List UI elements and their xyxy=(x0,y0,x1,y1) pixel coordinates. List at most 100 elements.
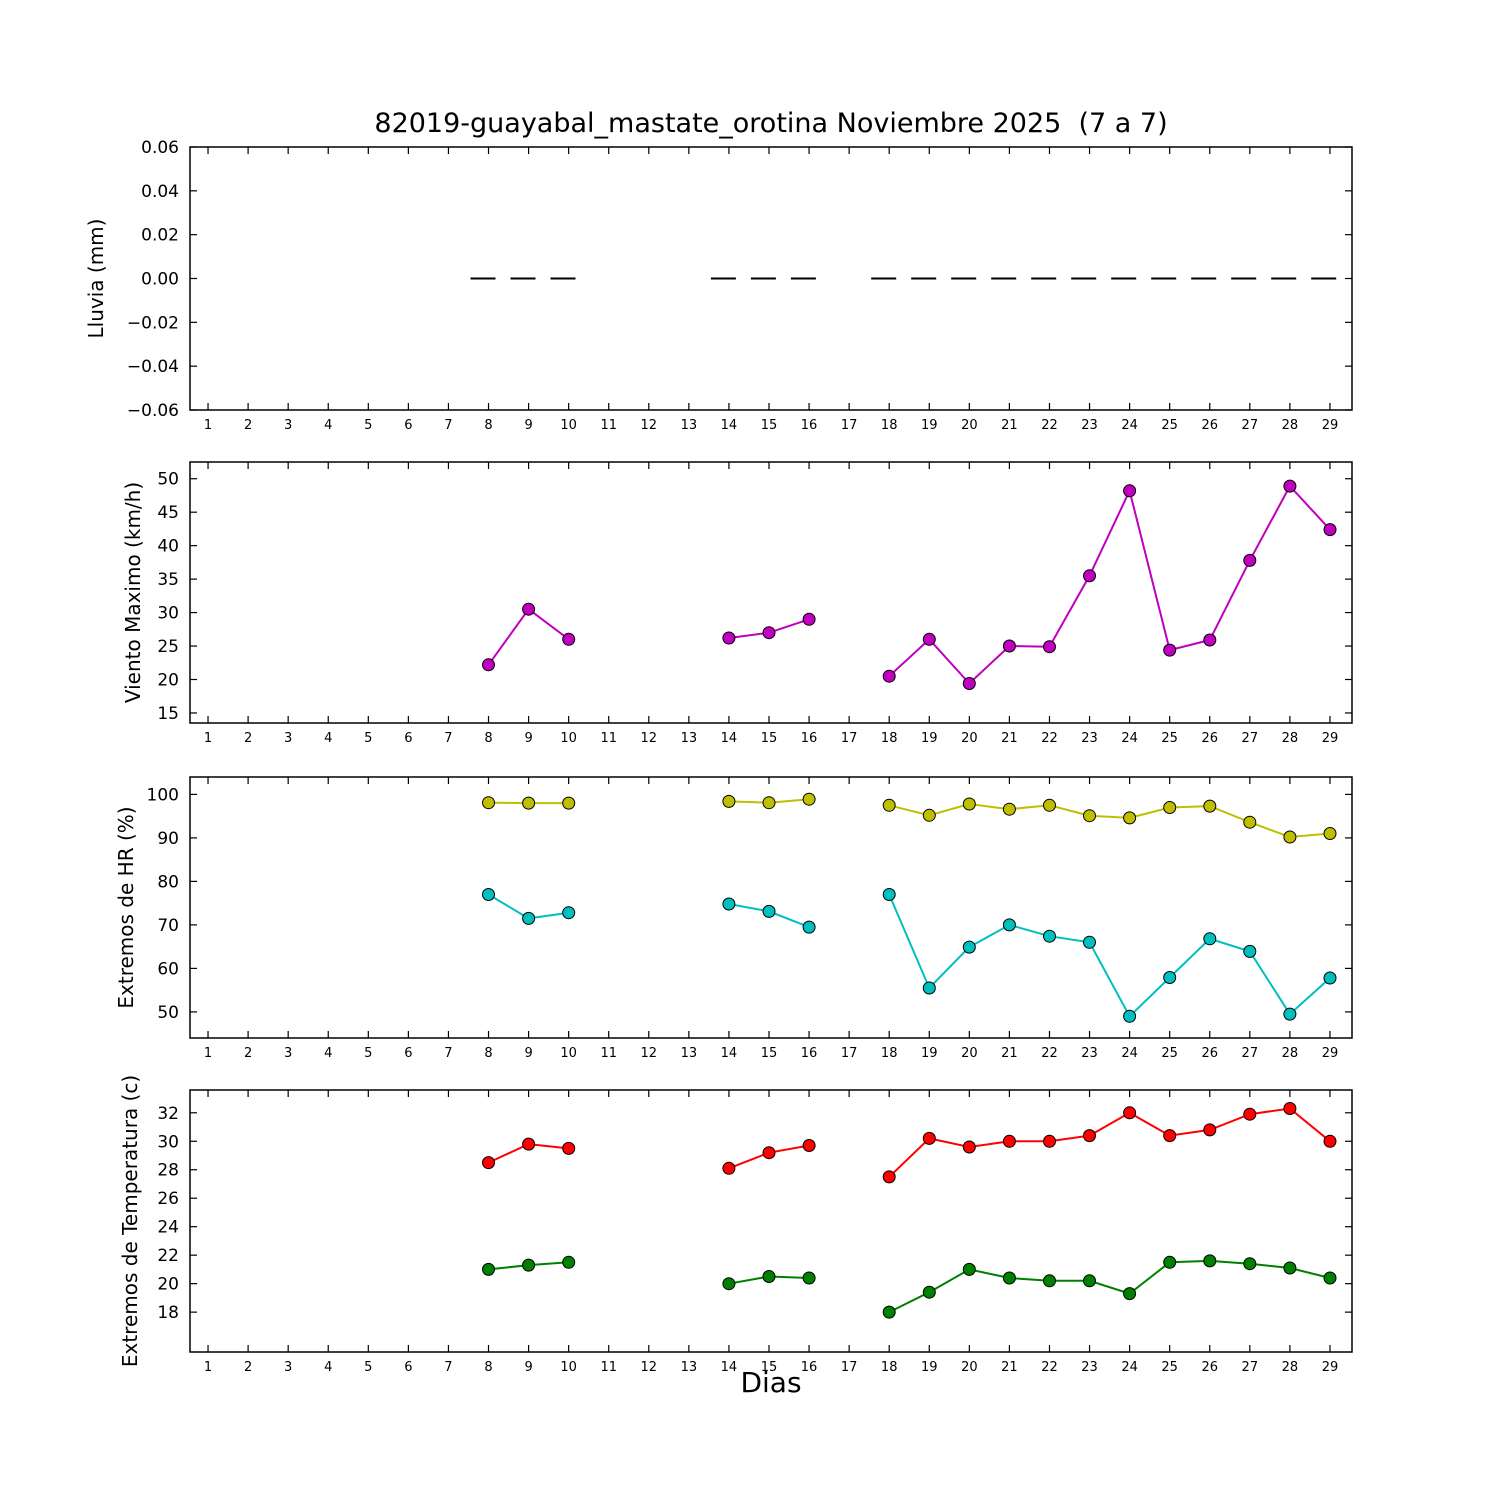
x-tick-label: 7 xyxy=(444,1360,452,1375)
x-tick-label: 2 xyxy=(244,1360,252,1375)
data-point-hr-minima xyxy=(1243,944,1257,958)
chart-title: 82019-guayabal_mastate_orotina Noviembre… xyxy=(374,108,1168,139)
x-tick-label: 10 xyxy=(560,1360,577,1375)
data-point-viento-maximo xyxy=(722,631,736,645)
x-tick-label: 29 xyxy=(1322,1360,1339,1375)
x-tick-label: 12 xyxy=(641,1360,658,1375)
x-tick-label: 23 xyxy=(1081,1360,1098,1375)
data-point-temperatura-maxima xyxy=(762,1146,776,1160)
x-tick-label: 16 xyxy=(801,418,818,433)
y-tick-label: 25 xyxy=(157,637,179,657)
x-tick-label: 17 xyxy=(841,418,858,433)
data-point-viento-maximo xyxy=(1323,523,1337,537)
x-tick-label: 9 xyxy=(524,731,532,746)
x-tick-label: 4 xyxy=(324,731,332,746)
x-tick-label: 23 xyxy=(1081,418,1098,433)
data-point-hr-maxima xyxy=(962,797,976,811)
data-point-temperatura-minima xyxy=(1243,1257,1257,1271)
x-tick-label: 13 xyxy=(681,731,698,746)
y-tick-label: 60 xyxy=(157,959,179,979)
y-tick-label: −0.04 xyxy=(127,357,179,377)
x-tick-label: 25 xyxy=(1161,418,1178,433)
data-point-viento-maximo xyxy=(1283,479,1297,493)
data-point-temperatura-minima xyxy=(802,1271,816,1285)
x-tick-label: 2 xyxy=(244,1046,252,1061)
y-tick-label: 70 xyxy=(157,916,179,936)
x-axis-label: Dias xyxy=(740,1366,802,1399)
y-tick-label: 80 xyxy=(157,872,179,892)
y-tick-label: −0.06 xyxy=(127,401,179,421)
data-point-temperatura-minima xyxy=(1203,1254,1217,1268)
x-tick-label: 24 xyxy=(1121,418,1138,433)
x-tick-label: 27 xyxy=(1242,1046,1259,1061)
x-tick-label: 10 xyxy=(560,1046,577,1061)
data-point-hr-maxima xyxy=(1323,827,1337,840)
data-point-temperatura-maxima xyxy=(722,1161,736,1175)
y-axis-label: Extremos de HR (%) xyxy=(114,806,138,1008)
data-point-viento-maximo xyxy=(1043,640,1056,654)
series-line-temperatura-maxima xyxy=(888,1107,1331,1178)
y-tick-label: 20 xyxy=(157,671,179,691)
x-tick-label: 21 xyxy=(1001,1046,1018,1061)
x-tick-label: 27 xyxy=(1242,1360,1259,1375)
x-tick-label: 15 xyxy=(761,731,778,746)
x-tick-label: 10 xyxy=(560,731,577,746)
data-point-viento-maximo xyxy=(802,612,816,626)
x-tick-label: 12 xyxy=(641,731,658,746)
x-tick-label: 22 xyxy=(1041,1046,1058,1061)
x-tick-label: 19 xyxy=(921,1046,938,1061)
x-tick-label: 3 xyxy=(284,418,292,433)
x-tick-label: 20 xyxy=(961,1046,978,1061)
data-point-temperatura-minima xyxy=(522,1258,536,1272)
data-point-hr-minima xyxy=(1123,1009,1137,1023)
x-tick-label: 17 xyxy=(841,1046,858,1061)
y-tick-label: 18 xyxy=(157,1303,179,1323)
x-tick-label: 13 xyxy=(681,418,698,433)
x-tick-label: 29 xyxy=(1322,1046,1339,1061)
data-point-hr-minima xyxy=(1323,971,1337,985)
data-point-viento-maximo xyxy=(1203,633,1217,647)
data-point-temperatura-minima xyxy=(722,1277,736,1291)
data-point-temperatura-minima xyxy=(1283,1261,1297,1275)
data-point-viento-maximo xyxy=(762,626,776,640)
data-point-hr-minima xyxy=(962,940,976,954)
data-point-hr-minima xyxy=(562,906,576,920)
x-tick-label: 14 xyxy=(721,1360,738,1375)
data-point-hr-minima xyxy=(1163,971,1177,984)
x-tick-label: 26 xyxy=(1201,418,1218,433)
x-tick-label: 24 xyxy=(1121,1046,1138,1061)
x-tick-label: 6 xyxy=(404,1360,412,1375)
axes-frame xyxy=(189,776,1353,1039)
data-point-temperatura-minima xyxy=(1323,1271,1337,1285)
data-point-temperatura-maxima xyxy=(1043,1134,1056,1148)
x-tick-label: 18 xyxy=(881,418,898,433)
data-point-temperatura-maxima xyxy=(1243,1107,1257,1121)
data-point-temperatura-maxima xyxy=(802,1139,816,1152)
x-tick-label: 18 xyxy=(881,1360,898,1375)
x-tick-label: 4 xyxy=(324,1360,332,1375)
data-point-hr-maxima xyxy=(1043,798,1056,812)
x-tick-label: 2 xyxy=(244,731,252,746)
x-tick-label: 12 xyxy=(641,1046,658,1061)
data-point-hr-maxima xyxy=(722,794,736,808)
x-tick-label: 12 xyxy=(641,418,658,433)
data-point-viento-maximo xyxy=(1163,643,1177,657)
data-point-hr-maxima xyxy=(762,796,776,810)
y-tick-label: 35 xyxy=(157,570,179,590)
data-point-temperatura-minima xyxy=(1083,1274,1096,1288)
x-tick-label: 21 xyxy=(1001,1360,1018,1375)
x-tick-label: 18 xyxy=(881,1046,898,1061)
x-tick-label: 29 xyxy=(1322,731,1339,746)
x-tick-label: 11 xyxy=(600,731,617,746)
subplot-3: 1 2 3 4 5 6 7 8 9 10 11 12 13 14 15 16 17 18 19 20 21 22 23 24 2… xyxy=(118,1075,1353,1375)
data-point-temperatura-minima xyxy=(562,1255,576,1269)
x-tick-label: 5 xyxy=(364,1360,372,1375)
data-point-viento-maximo xyxy=(482,658,495,672)
data-point-temperatura-maxima xyxy=(1083,1129,1096,1143)
subplot-1: 1 2 3 4 5 6 7 8 9 10 11 12 13 14 15 16 17 18 19 20 21 22 23 24 2… xyxy=(121,461,1353,746)
x-tick-label: 26 xyxy=(1201,1046,1218,1061)
data-point-hr-maxima xyxy=(1283,830,1297,844)
data-point-hr-maxima xyxy=(882,798,896,812)
x-tick-label: 3 xyxy=(284,1360,292,1375)
